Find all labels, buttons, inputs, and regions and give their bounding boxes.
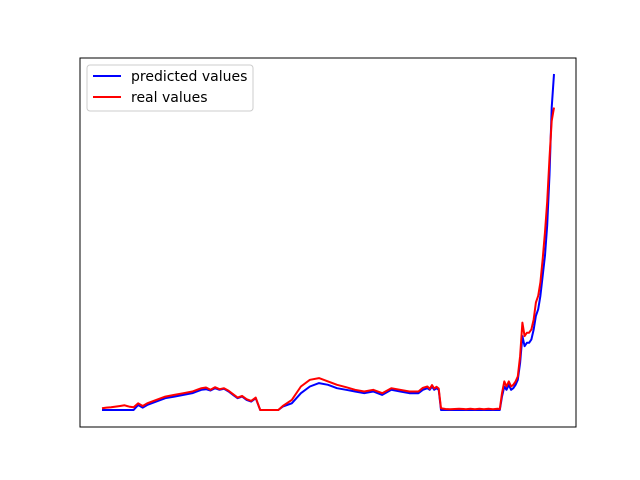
legend-box (86, 64, 254, 112)
legend-label-real: real values (131, 90, 208, 106)
plot-area (79, 57, 577, 428)
legend-label-predicted: predicted values (131, 69, 247, 85)
legend: predicted values real values (86, 64, 254, 112)
series-line-real-values (101, 107, 555, 411)
series-line-predicted-values (102, 73, 555, 411)
series-layer (101, 73, 555, 411)
